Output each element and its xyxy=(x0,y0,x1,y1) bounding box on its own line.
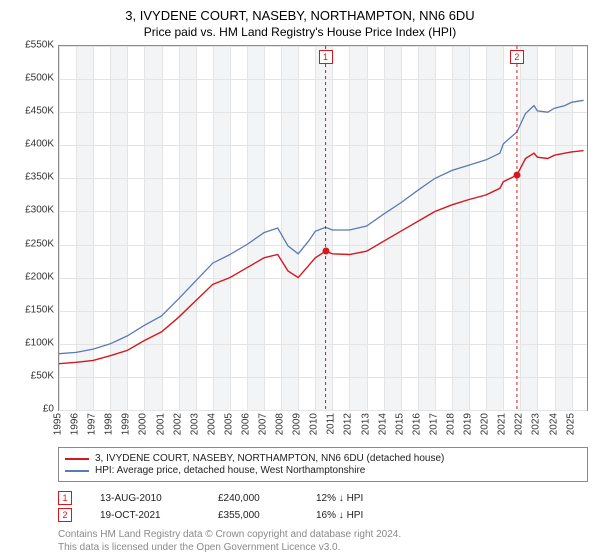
event-marker-box: 1 xyxy=(319,50,333,64)
x-tick-label: 2025 xyxy=(565,413,576,435)
event-delta: 16% ↓ HPI xyxy=(316,510,363,521)
x-tick-label: 2024 xyxy=(548,413,559,435)
event-row: 1 13-AUG-2010 £240,000 12% ↓ HPI xyxy=(58,491,588,505)
x-tick-label: 2000 xyxy=(138,413,149,435)
y-tick-label: £50K xyxy=(31,370,54,381)
x-axis: 1995199619971998199920002001200220032004… xyxy=(58,411,588,443)
footer-attribution: Contains HM Land Registry data © Crown c… xyxy=(58,529,588,554)
x-tick-label: 2018 xyxy=(446,413,457,435)
event-date: 19-OCT-2021 xyxy=(100,510,190,521)
chart-area: £0£50K£100K£150K£200K£250K£300K£350K£400… xyxy=(12,45,588,411)
y-tick-label: £400K xyxy=(25,139,54,150)
line-series-svg xyxy=(59,46,587,410)
series-line xyxy=(59,100,584,353)
x-tick-label: 2002 xyxy=(172,413,183,435)
x-tick-label: 1999 xyxy=(121,413,132,435)
x-tick-label: 2001 xyxy=(155,413,166,435)
y-tick-label: £150K xyxy=(25,304,54,315)
event-number-box: 2 xyxy=(58,508,72,522)
x-tick-label: 1998 xyxy=(104,413,115,435)
x-tick-label: 2015 xyxy=(394,413,405,435)
x-tick-label: 2014 xyxy=(377,413,388,435)
y-tick-label: £200K xyxy=(25,271,54,282)
x-tick-label: 2016 xyxy=(411,413,422,435)
x-tick-label: 2011 xyxy=(326,413,337,435)
x-tick-label: 2003 xyxy=(189,413,200,435)
x-tick-label: 2022 xyxy=(514,413,525,435)
x-tick-label: 2008 xyxy=(275,413,286,435)
x-tick-label: 2021 xyxy=(497,413,508,435)
event-row: 2 19-OCT-2021 £355,000 16% ↓ HPI xyxy=(58,508,588,522)
x-tick-label: 2012 xyxy=(343,413,354,435)
x-tick-label: 2009 xyxy=(292,413,303,435)
legend-label: 3, IVYDENE COURT, NASEBY, NORTHAMPTON, N… xyxy=(95,453,444,464)
x-tick-label: 2023 xyxy=(531,413,542,435)
x-tick-label: 2019 xyxy=(463,413,474,435)
x-tick-label: 2010 xyxy=(309,413,320,435)
x-tick-label: 2006 xyxy=(240,413,251,435)
x-tick-label: 2005 xyxy=(223,413,234,435)
x-tick-label: 2013 xyxy=(360,413,371,435)
plot-area: 12 xyxy=(58,45,588,411)
legend-item: HPI: Average price, detached house, West… xyxy=(65,465,581,476)
event-price: £355,000 xyxy=(218,510,288,521)
event-date: 13-AUG-2010 xyxy=(100,493,190,504)
x-tick-label: 2017 xyxy=(428,413,439,435)
y-tick-label: £550K xyxy=(25,40,54,51)
sale-point xyxy=(322,248,329,255)
event-delta: 12% ↓ HPI xyxy=(316,493,363,504)
y-axis: £0£50K£100K£150K£200K£250K£300K£350K£400… xyxy=(12,45,58,411)
x-tick-label: 1995 xyxy=(53,413,64,435)
event-price: £240,000 xyxy=(218,493,288,504)
event-marker-box: 2 xyxy=(510,50,524,64)
x-tick-label: 2004 xyxy=(206,413,217,435)
series-line xyxy=(59,151,584,364)
sale-point xyxy=(513,172,520,179)
x-tick-label: 2020 xyxy=(480,413,491,435)
legend-item: 3, IVYDENE COURT, NASEBY, NORTHAMPTON, N… xyxy=(65,453,581,464)
x-tick-label: 2007 xyxy=(258,413,269,435)
y-tick-label: £300K xyxy=(25,205,54,216)
event-number-box: 1 xyxy=(58,491,72,505)
chart-subtitle: Price paid vs. HM Land Registry's House … xyxy=(12,25,588,39)
x-tick-label: 1997 xyxy=(87,413,98,435)
y-tick-label: £100K xyxy=(25,337,54,348)
footer-line-2: This data is licensed under the Open Gov… xyxy=(58,542,588,555)
y-tick-label: £350K xyxy=(25,172,54,183)
legend-label: HPI: Average price, detached house, West… xyxy=(95,465,365,476)
y-tick-label: £500K xyxy=(25,73,54,84)
events-table: 1 13-AUG-2010 £240,000 12% ↓ HPI 2 19-OCT-202… xyxy=(58,488,588,525)
legend-swatch xyxy=(65,470,89,472)
y-tick-label: £450K xyxy=(25,106,54,117)
chart-title: 3, IVYDENE COURT, NASEBY, NORTHAMPTON, N… xyxy=(12,8,588,23)
x-tick-label: 1996 xyxy=(70,413,81,435)
legend-swatch xyxy=(65,458,89,460)
y-tick-label: £250K xyxy=(25,238,54,249)
legend: 3, IVYDENE COURT, NASEBY, NORTHAMPTON, N… xyxy=(58,447,588,482)
footer-line-1: Contains HM Land Registry data © Crown c… xyxy=(58,529,588,542)
